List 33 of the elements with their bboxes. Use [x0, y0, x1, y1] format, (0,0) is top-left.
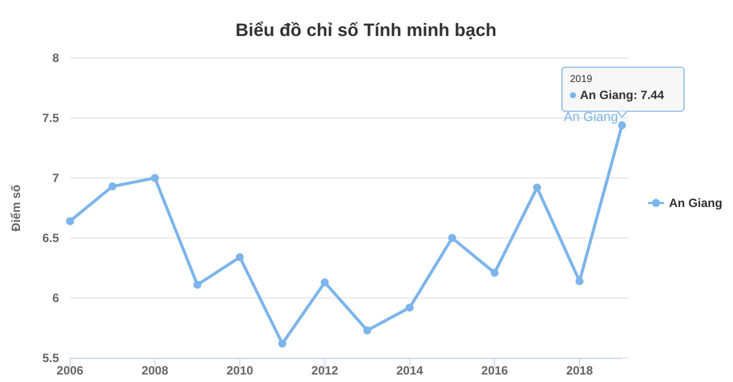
point — [150, 174, 159, 182]
point — [618, 121, 626, 130]
point — [193, 280, 202, 289]
point — [533, 184, 542, 192]
point — [108, 182, 116, 190]
point — [363, 326, 372, 334]
point — [448, 234, 456, 242]
point — [576, 277, 584, 286]
y-tick-label: 6.5 — [42, 230, 60, 245]
y-tick-label: 5.5 — [42, 350, 60, 365]
chart-title: Biểu đồ chỉ số Tính minh bạch — [235, 20, 497, 40]
annotation: 2019 — [570, 74, 593, 86]
point — [320, 278, 329, 286]
y-tick-label: 7.5 — [42, 110, 60, 125]
y-tick-label: 8 — [52, 50, 60, 65]
x-tick-label: 2016 — [481, 364, 508, 378]
x-tick-label: 2008 — [142, 364, 169, 378]
y-tick-label: 7 — [52, 170, 60, 185]
x-tick-label: 2018 — [566, 364, 594, 378]
y-tick-label: 6 — [52, 290, 60, 305]
x-tick-label: 2010 — [226, 364, 254, 378]
point — [66, 217, 74, 226]
text: An Giang — [564, 109, 618, 124]
annotation: An Giang: 7.44 — [580, 88, 664, 102]
point — [406, 304, 414, 312]
x-tick-label: 2014 — [396, 364, 424, 378]
y-axis-title: Điểm số — [9, 184, 23, 232]
legend-label: An Giang — [669, 196, 722, 210]
point — [236, 253, 244, 262]
x-tick-label: 2006 — [56, 364, 84, 378]
point — [278, 340, 286, 348]
point — [490, 268, 499, 277]
x-tick-label: 2012 — [311, 364, 338, 378]
